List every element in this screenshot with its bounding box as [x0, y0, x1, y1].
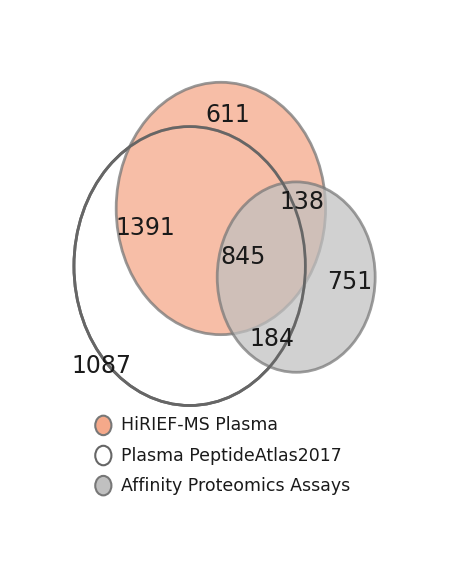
Text: 611: 611	[206, 104, 251, 128]
Text: 845: 845	[220, 245, 265, 269]
Ellipse shape	[95, 476, 111, 496]
Text: 138: 138	[279, 190, 324, 214]
Text: 184: 184	[250, 327, 295, 351]
Text: 1391: 1391	[116, 216, 175, 240]
Text: Plasma PeptideAtlas2017: Plasma PeptideAtlas2017	[121, 447, 342, 465]
Text: 1087: 1087	[72, 354, 131, 378]
Ellipse shape	[95, 416, 111, 435]
Text: 751: 751	[327, 270, 372, 293]
Text: HiRIEF-MS Plasma: HiRIEF-MS Plasma	[121, 416, 278, 435]
Text: Affinity Proteomics Assays: Affinity Proteomics Assays	[121, 477, 350, 494]
Ellipse shape	[116, 82, 326, 335]
Ellipse shape	[95, 446, 111, 465]
Ellipse shape	[217, 182, 375, 372]
